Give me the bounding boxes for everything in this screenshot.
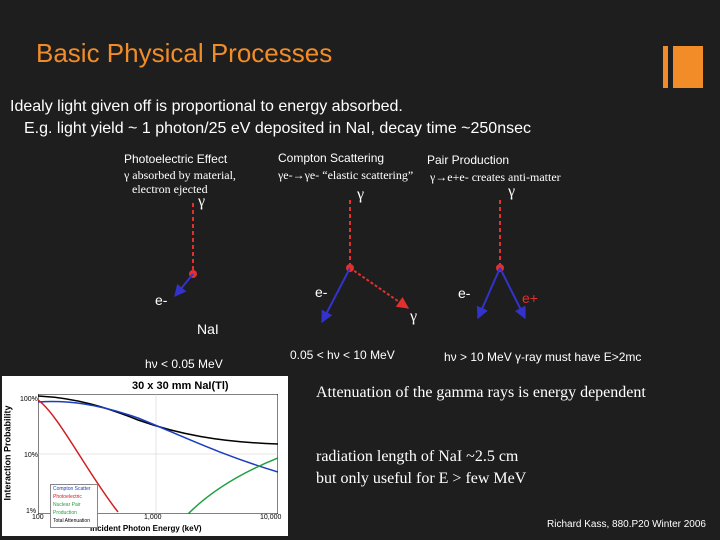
slide-title: Basic Physical Processes (36, 38, 333, 68)
plot-xtick-100: 100 (32, 514, 44, 521)
plot-ytick-100: 100% (20, 396, 38, 403)
compton-gamma-in-label: γ (357, 186, 365, 203)
pair-positron-arrow (499, 267, 526, 320)
intro-line-1: Idealy light given off is proportional t… (10, 98, 403, 115)
plot-ylabel: Interaction Probability (2, 405, 13, 501)
plot-xtick-1000: 1,000 (144, 514, 162, 521)
intro-line-2: E.g. light yield ~ 1 photon/25 eV deposi… (24, 120, 531, 137)
total-attenuation-curve (38, 395, 278, 445)
pair-electron-arrow (476, 267, 501, 320)
plot-xlabel: Incident Photon Energy (keV) (90, 524, 202, 533)
compton-electron-arrow (321, 267, 351, 324)
compton-desc: γe-→γe- “elastic scattering” (278, 168, 414, 182)
photoelectric-electron-label: e- (155, 292, 168, 308)
pair-positron-label: e+ (522, 290, 538, 306)
photoelectric-gamma-label: γ (198, 193, 206, 210)
plot-xtick-10000: 10,000 (260, 514, 282, 521)
plot-ytick-1: 1% (26, 508, 37, 515)
title-accent-block (673, 46, 703, 88)
pair-desc: γ→e+e- creates anti-matter (430, 170, 561, 184)
legend-photoelectric: Photoelectric (53, 494, 82, 500)
legend-pair-production: Nuclear Pair Production (53, 502, 81, 516)
footer-credit: Richard Kass, 880.P20 Winter 2006 (547, 519, 706, 530)
compton-electron-label: e- (315, 284, 328, 300)
radiation-length-note-2: but only useful for E > few MeV (316, 470, 527, 487)
compton-energy-range: 0.05 < hν < 10 MeV (290, 348, 395, 362)
attenuation-plot: 30 x 30 mm NaI(Tl) Interaction Probabili… (2, 376, 288, 536)
pair-energy-range: hν > 10 MeV γ-ray must have E>2mc (444, 350, 642, 364)
pair-gamma-label: γ (508, 183, 516, 200)
photoelectric-energy-range: hν < 0.05 MeV (145, 357, 223, 371)
material-label: NaI (197, 321, 219, 337)
plot-legend: Compton Scatter Photoelectric Nuclear Pa… (50, 484, 98, 528)
compton-curve (38, 400, 278, 473)
photoelectric-desc-1: γ absorbed by material, (124, 168, 236, 182)
title-accent-bar (663, 46, 668, 88)
pair-heading: Pair Production (427, 153, 510, 167)
radiation-length-note-1: radiation length of NaI ~2.5 cm (316, 448, 519, 465)
plot-curves (38, 394, 278, 514)
pair-electron-label: e- (458, 285, 471, 301)
pair-production-curve (187, 457, 278, 514)
photoelectric-electron-arrow (174, 273, 194, 297)
plot-ytick-10: 10% (24, 452, 39, 459)
legend-total-attenuation: Total Attenuation (53, 518, 90, 524)
photoelectric-desc-2: electron ejected (132, 182, 208, 196)
attenuation-note: Attenuation of the gamma rays is energy … (316, 384, 646, 401)
compton-gamma-out-arrow (349, 267, 409, 309)
compton-gamma-out-label: γ (410, 308, 418, 325)
plot-title: 30 x 30 mm NaI(Tl) (132, 380, 229, 392)
photoelectric-heading: Photoelectric Effect (124, 152, 228, 166)
photoelectric-curve (38, 399, 119, 513)
compton-heading: Compton Scattering (278, 151, 385, 165)
legend-compton: Compton Scatter (53, 486, 91, 492)
